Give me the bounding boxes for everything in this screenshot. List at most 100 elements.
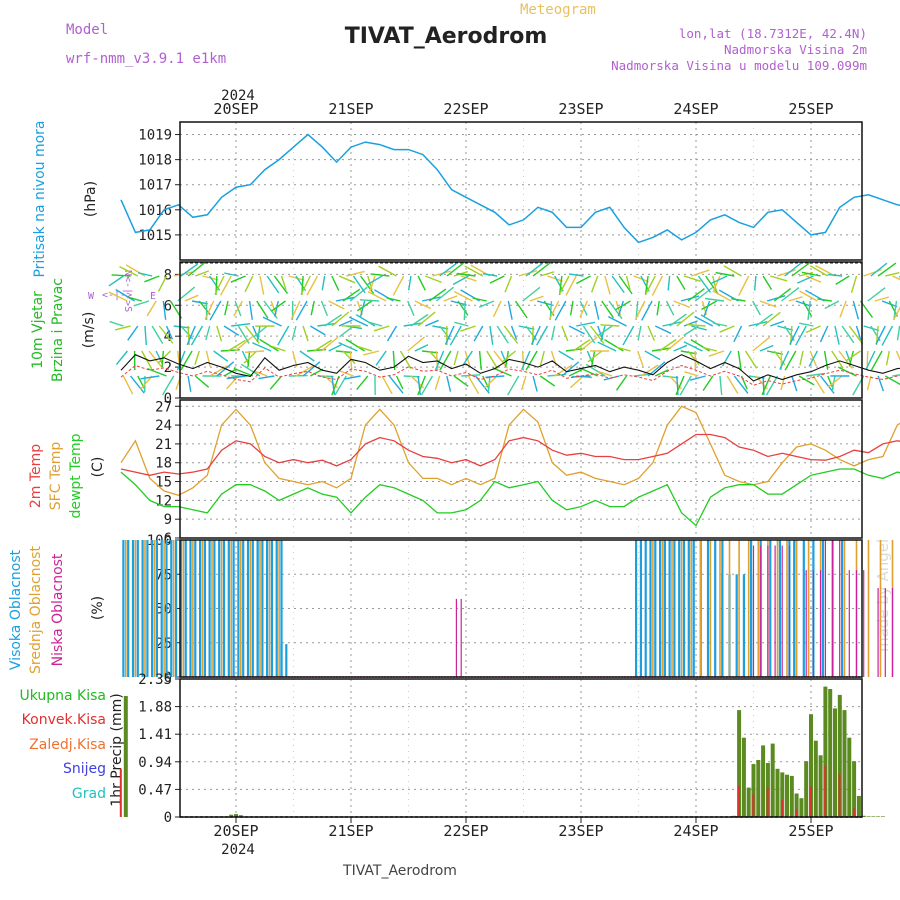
precip-bar [229, 814, 234, 817]
wind-barb [597, 325, 613, 337]
wind-barb [503, 325, 519, 344]
wind-barb [625, 275, 631, 291]
wind-barb [213, 350, 229, 362]
wind-barb [271, 345, 286, 352]
wind-barb [439, 263, 457, 277]
wind-barb [539, 350, 545, 366]
wind-barb [644, 275, 649, 295]
cloud-bar [240, 540, 242, 677]
wind-barb [216, 325, 223, 342]
wind-barb [464, 265, 484, 277]
cloud-bar [682, 540, 686, 677]
wind-barb [885, 350, 890, 366]
wind-barb [331, 375, 336, 395]
wind-barb [676, 275, 686, 291]
wind-barb [273, 275, 289, 295]
wind-barb [130, 375, 145, 394]
wind-barb [295, 365, 314, 377]
wind-barb [683, 320, 698, 327]
model-elevation-text: Nadmorska Visina u modelu 109.099m [611, 58, 867, 73]
conv-precip-bar [737, 785, 740, 817]
cloud-bar [141, 540, 144, 677]
wind-barb [262, 316, 282, 327]
wind-barb [568, 325, 585, 335]
wind-barb [703, 300, 711, 317]
wind-barb [618, 275, 633, 295]
cloud-bar [266, 540, 269, 677]
cloud-bar [125, 540, 127, 677]
wind-barb [569, 375, 584, 389]
cloud-bar [160, 540, 163, 677]
precip-bar [876, 816, 881, 817]
wind-barb [357, 345, 372, 352]
wind-barb [877, 262, 897, 277]
wind-barb [243, 350, 258, 364]
wind-barb [881, 300, 898, 308]
wind-barb [667, 275, 671, 291]
y-tick-label: 100 [147, 533, 172, 549]
cloud-bar [232, 540, 235, 677]
wind-barb [824, 300, 840, 310]
wind-barb [569, 300, 574, 316]
pressure-axis-label: Pritisak na nivou mora [32, 120, 48, 277]
wind-barb [463, 300, 466, 321]
wind-barb [115, 289, 135, 302]
model-label: Model [66, 22, 108, 38]
cloud-bar [280, 644, 283, 677]
cloud-bar [807, 540, 810, 677]
wind-barb [600, 324, 620, 327]
wind-barb [875, 325, 886, 345]
wind-barb [766, 295, 786, 302]
wind-barb [779, 350, 790, 370]
wind-barb [144, 275, 160, 283]
wind-barb [111, 274, 131, 277]
cloud-bar [788, 545, 790, 677]
wind-barb [187, 261, 206, 277]
wind-barb [791, 375, 798, 392]
wind-barb [114, 325, 131, 331]
wind-barb [194, 375, 210, 388]
wind-barb [140, 375, 160, 380]
wind-barb [893, 300, 898, 320]
wind-barb [256, 325, 261, 342]
wind-barb [841, 325, 855, 344]
wind-barb [683, 325, 699, 337]
wind-barb [881, 325, 894, 346]
cloud-bar [455, 598, 457, 677]
wind-barb [248, 300, 253, 320]
precip-label-total: Ukupna Kisa [19, 688, 106, 704]
wind-barb [719, 375, 723, 395]
wind-barb [328, 300, 345, 310]
wind-barb [615, 375, 628, 391]
y-tick-label: 24 [155, 418, 172, 434]
cloud-bar [172, 540, 175, 677]
cloud-bar [802, 540, 805, 677]
wind-barb [815, 264, 836, 277]
wind-barb [582, 325, 596, 344]
cloud-bar [742, 574, 745, 678]
wind-barb [798, 271, 814, 277]
cloud-bar [680, 540, 683, 677]
y-tick-label: 6 [164, 531, 172, 547]
wind-barb [486, 350, 499, 369]
cloud-bar [635, 540, 638, 677]
wind-barb [558, 350, 575, 361]
wind-barb [855, 325, 862, 341]
wind-barb [137, 272, 153, 277]
wind-barb [266, 275, 280, 294]
wind-barb [313, 339, 333, 352]
wind-barb [349, 350, 353, 370]
conv-precip-bar [809, 786, 812, 817]
wind-barb [346, 270, 365, 277]
y-tick-label: 1.41 [138, 727, 172, 743]
wind-barb [381, 375, 393, 395]
wind-barb [460, 325, 476, 332]
wind-barb [694, 315, 714, 327]
wind-axis-label-1: 10m Vjetar [30, 291, 46, 369]
precip-bar [823, 686, 828, 817]
wind-barb [590, 350, 596, 367]
wind-barb [723, 265, 742, 277]
cloud-bar [208, 540, 211, 677]
wind-barb [568, 368, 583, 377]
